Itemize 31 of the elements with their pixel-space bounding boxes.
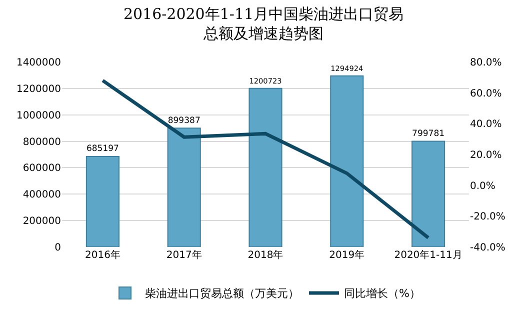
y2-tick-label: 40.0% [470,119,502,130]
y-tick-label: 200000 [22,216,61,228]
y-tick-label: 600000 [22,163,61,174]
bar [167,128,201,247]
y2-tick-label: 0.0% [470,180,496,192]
y2-tick-label: 20.0% [470,150,502,161]
y-tick-label: 400000 [22,190,61,201]
x-tick-label: 2018年 [248,249,284,261]
bar [248,88,282,247]
y-tick-label: 1400000 [16,58,61,68]
y-tick-label: 1200000 [16,84,61,95]
y2-tick-label: -20.0% [470,212,506,223]
legend-label: 柴油进出口贸易总额（万美元） [145,287,299,300]
y-tick-label: 1000000 [16,110,61,122]
bar [412,140,446,247]
x-tick-label: 2017年 [166,249,202,261]
x-tick-label: 2020年1-11月 [394,249,462,261]
chart-title: 2016-2020年1-11月中国柴油进出口贸易总额及增速趋势图 [123,5,404,43]
data-label: 899387 [168,116,200,126]
y2-tick-label: 80.0% [470,58,502,68]
legend-label: 同比增长（%） [344,287,420,300]
bar [86,156,120,247]
y2-tick-label: 60.0% [470,88,502,100]
y-tick-label: 800000 [22,136,61,148]
data-label: 685197 [86,144,119,154]
y-tick-label: 0 [54,242,61,254]
x-tick-label: 2016年 [84,249,120,261]
x-tick-label: 2019年 [329,249,365,261]
bar [330,75,364,247]
y2-tick-label: -40.0% [470,242,506,254]
data-label: 799781 [412,128,445,139]
